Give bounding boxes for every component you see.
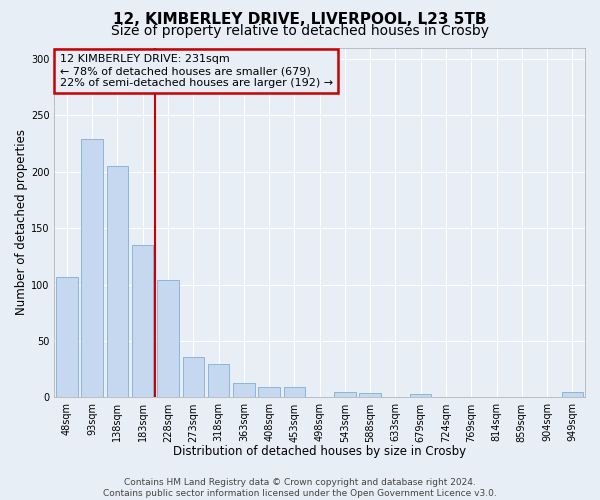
Bar — [132, 245, 154, 398]
Y-axis label: Number of detached properties: Number of detached properties — [15, 130, 28, 316]
Bar — [56, 276, 77, 398]
Bar — [284, 388, 305, 398]
Bar — [410, 394, 431, 398]
Bar — [562, 392, 583, 398]
Bar — [208, 364, 229, 398]
Text: Contains HM Land Registry data © Crown copyright and database right 2024.
Contai: Contains HM Land Registry data © Crown c… — [103, 478, 497, 498]
Bar — [359, 393, 381, 398]
Text: 12, KIMBERLEY DRIVE, LIVERPOOL, L23 5TB: 12, KIMBERLEY DRIVE, LIVERPOOL, L23 5TB — [113, 12, 487, 28]
Bar — [334, 392, 356, 398]
Text: 12 KIMBERLEY DRIVE: 231sqm
← 78% of detached houses are smaller (679)
22% of sem: 12 KIMBERLEY DRIVE: 231sqm ← 78% of deta… — [59, 54, 332, 88]
Bar — [259, 388, 280, 398]
Bar — [157, 280, 179, 398]
Bar — [233, 383, 254, 398]
Bar — [107, 166, 128, 398]
Bar — [82, 139, 103, 398]
Bar — [182, 357, 204, 398]
X-axis label: Distribution of detached houses by size in Crosby: Distribution of detached houses by size … — [173, 444, 466, 458]
Text: Size of property relative to detached houses in Crosby: Size of property relative to detached ho… — [111, 24, 489, 38]
